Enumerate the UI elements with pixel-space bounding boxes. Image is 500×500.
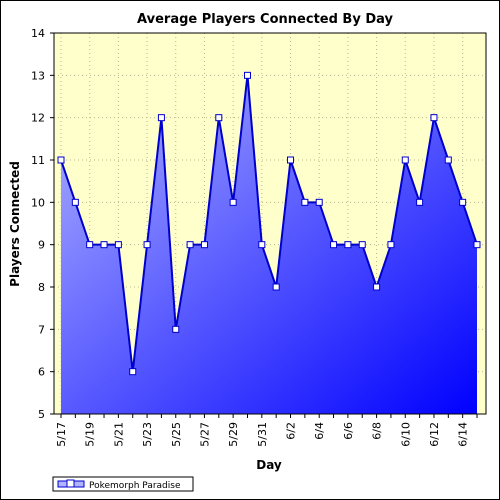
data-point: [243, 71, 251, 79]
data-point: [459, 198, 467, 206]
data-point: [200, 241, 208, 249]
y-tick-label: 10: [31, 196, 45, 209]
data-point: [143, 241, 151, 249]
series-line: [60, 75, 478, 372]
data-point: [301, 198, 309, 206]
y-tick-label: 11: [31, 154, 45, 167]
data-point: [71, 198, 79, 206]
data-point: [86, 241, 94, 249]
data-point: [416, 198, 424, 206]
y-tick-label: 12: [31, 112, 45, 125]
legend-box: [52, 476, 194, 492]
data-point: [272, 283, 280, 291]
x-tick-label: 6/14: [457, 422, 470, 447]
x-tick-label: 5/17: [55, 422, 68, 447]
data-point: [215, 114, 223, 122]
data-point: [444, 156, 452, 164]
x-tick-label: 5/25: [170, 422, 183, 447]
data-point: [100, 241, 108, 249]
data-point: [473, 241, 481, 249]
data-point: [229, 198, 237, 206]
data-point: [344, 241, 352, 249]
x-axis-ticks: 5/17 5/19 5/21 5/23 5/25 5/27 5/29 5/31 6/2 6/4 6/…: [55, 414, 478, 447]
plot-frame: [53, 32, 487, 415]
data-point: [358, 241, 366, 249]
data-point: [287, 156, 295, 164]
y-tick-label: 14: [31, 27, 45, 40]
x-tick-label: 5/23: [141, 422, 154, 447]
data-point: [186, 241, 194, 249]
data-point: [401, 156, 409, 164]
y-axis-title: Players Connected: [8, 161, 22, 287]
x-tick-label: 6/8: [371, 422, 384, 440]
data-point: [57, 156, 65, 164]
x-tick-label: 6/12: [428, 422, 441, 447]
data-point: [129, 368, 137, 376]
x-tick-label: 5/31: [256, 422, 269, 447]
y-tick-label: 7: [38, 323, 45, 336]
area-series: [60, 75, 478, 414]
x-tick-label: 5/29: [227, 422, 240, 447]
y-tick-label: 9: [38, 239, 45, 252]
y-tick-label: 13: [31, 69, 45, 82]
x-tick-label: 6/6: [342, 422, 355, 440]
x-tick-label: 5/19: [84, 422, 97, 447]
x-tick-label: 6/10: [399, 422, 412, 447]
x-tick-label: 5/21: [112, 422, 125, 447]
data-point: [430, 114, 438, 122]
y-tick-label: 8: [38, 281, 45, 294]
data-point: [258, 241, 266, 249]
data-point: [330, 241, 338, 249]
data-point: [157, 114, 165, 122]
data-point: [114, 241, 122, 249]
legend-label: Pokemorph Paradise: [89, 481, 181, 491]
data-point: [172, 325, 180, 333]
y-tick-label: 6: [38, 366, 45, 379]
x-tick-label: 5/27: [198, 422, 211, 447]
y-tick-label: 5: [38, 408, 45, 421]
x-tick-label: 6/4: [313, 422, 326, 440]
legend: Pokemorph Paradise: [52, 476, 194, 492]
area-fill: [61, 75, 477, 414]
data-markers: [57, 71, 481, 376]
x-tick-label: 6/2: [285, 422, 298, 440]
data-point: [373, 283, 381, 291]
legend-marker: [66, 479, 75, 488]
chart-title: Average Players Connected By Day: [137, 12, 393, 27]
data-point: [315, 198, 323, 206]
x-axis-title: Day: [256, 458, 282, 472]
data-point: [387, 241, 395, 249]
y-axis-ticks: 5 6 7 8 9 10 11 12 13 14: [31, 27, 54, 421]
